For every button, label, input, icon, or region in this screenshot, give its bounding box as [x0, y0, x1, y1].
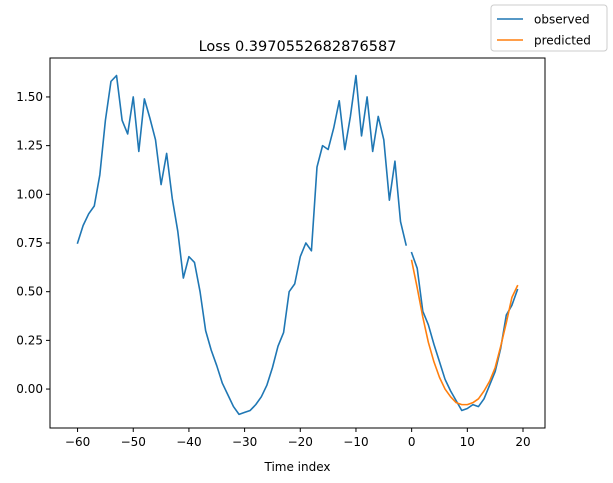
y-tick-label: 0.75: [16, 236, 43, 250]
series-line-observed-2: [410, 251, 519, 412]
plot-area: [49, 57, 546, 429]
y-tick-label: 0.50: [16, 285, 43, 299]
x-tick-label: 20: [515, 435, 530, 449]
legend-label-observed: observed: [534, 13, 590, 27]
series-layer: [76, 74, 519, 416]
legend-label-predicted: predicted: [534, 34, 591, 48]
x-tick-label: −20: [288, 435, 313, 449]
chart-title: Loss 0.3970552682876587: [199, 39, 397, 55]
x-tick-label: −10: [343, 435, 368, 449]
axes-frame: [49, 57, 546, 429]
x-tick-label: −30: [232, 435, 257, 449]
series-line-predicted-1: [410, 259, 519, 406]
x-tick-label: −60: [65, 435, 90, 449]
x-tick-label: 10: [460, 435, 475, 449]
y-axis: 0.00 0.25 0.50 0.75 1.00 1.25 1.50: [16, 90, 50, 396]
y-tick-label: 1.00: [16, 187, 43, 201]
x-axis: −60 −50 −40 −30 −20 −10 0 10 20: [65, 428, 531, 449]
y-tick-label: 0.25: [16, 333, 43, 347]
series-line-observed-1: [76, 74, 408, 416]
legend: observed predicted: [490, 4, 608, 52]
y-tick-label: 1.50: [16, 90, 43, 104]
y-tick-label: 1.25: [16, 139, 43, 153]
x-tick-label: 0: [408, 435, 416, 449]
x-axis-label: Time index: [263, 460, 330, 474]
y-tick-label: 0.00: [16, 382, 43, 396]
x-tick-label: −50: [121, 435, 146, 449]
x-tick-label: −40: [176, 435, 201, 449]
